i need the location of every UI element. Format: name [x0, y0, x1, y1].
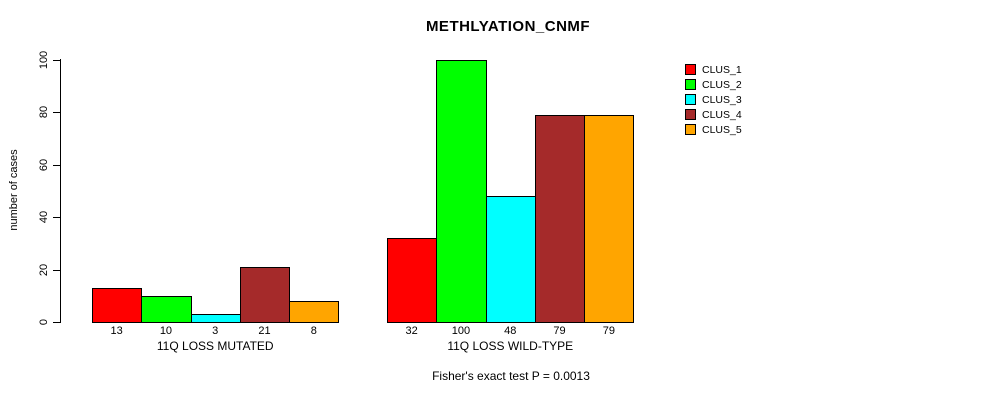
y-tick: [53, 164, 60, 166]
bar-clus_1: [92, 287, 143, 323]
bar-value-label: 79: [553, 325, 566, 337]
y-tick: [53, 112, 60, 114]
legend-label: CLUS_4: [702, 108, 742, 121]
bar-clus_1: [387, 238, 438, 323]
bar-clus_2: [141, 295, 192, 323]
y-tick-label: 20: [38, 263, 50, 276]
legend-label: CLUS_3: [702, 93, 742, 106]
legend-label: CLUS_5: [702, 123, 742, 136]
legend-swatch-clus_5: [685, 124, 696, 135]
y-tick: [53, 269, 60, 271]
bar-value-label: 79: [602, 325, 615, 337]
legend-swatch-clus_2: [685, 79, 696, 90]
bar-clus_3: [485, 196, 536, 323]
y-tick-label: 40: [38, 211, 50, 224]
bar-clus_2: [436, 60, 487, 323]
legend: CLUS_1 CLUS_2 CLUS_3 CLUS_4 CLUS_5: [685, 62, 742, 137]
bar-value-label: 21: [258, 325, 271, 337]
y-tick-label: 60: [38, 158, 50, 171]
y-tick: [53, 217, 60, 219]
bar-clus_3: [190, 314, 241, 323]
bar-value-label: 48: [504, 325, 517, 337]
bar-value-label: 13: [110, 325, 123, 337]
bar-value-label: 3: [212, 325, 219, 337]
bar-value-label: 100: [451, 325, 471, 337]
y-tick: [53, 60, 60, 61]
bar-clus_5: [584, 115, 635, 323]
legend-row: CLUS_3: [685, 92, 742, 107]
legend-swatch-clus_1: [685, 64, 696, 75]
bar-value-label: 8: [310, 325, 317, 337]
bar-clus_4: [534, 115, 586, 323]
legend-row: CLUS_2: [685, 77, 742, 92]
y-axis-label: number of cases: [8, 149, 20, 231]
x-group-label: 11Q LOSS MUTATED: [156, 339, 274, 353]
bar-clus_5: [289, 301, 340, 323]
legend-label: CLUS_2: [702, 78, 742, 91]
y-tick-label: 80: [38, 106, 50, 119]
legend-swatch-clus_4: [685, 109, 696, 120]
legend-swatch-clus_3: [685, 94, 696, 105]
caption-fisher-test: Fisher's exact test P = 0.0013: [432, 369, 590, 383]
legend-row: CLUS_4: [685, 107, 742, 122]
chart-title: METHLYATION_CNMF: [425, 18, 591, 35]
legend-row: CLUS_1: [685, 62, 742, 77]
bar-clus_4: [239, 266, 291, 323]
bar-value-label: 10: [159, 325, 173, 337]
y-tick: [53, 322, 60, 323]
x-group-label: 11Q LOSS WILD-TYPE: [447, 339, 574, 353]
y-axis-line: [60, 59, 61, 323]
legend-label: CLUS_1: [702, 63, 742, 76]
legend-row: CLUS_5: [685, 122, 742, 137]
y-tick-label: 0: [38, 318, 50, 326]
bar-value-label: 32: [405, 325, 418, 337]
y-tick-label: 100: [38, 50, 50, 70]
